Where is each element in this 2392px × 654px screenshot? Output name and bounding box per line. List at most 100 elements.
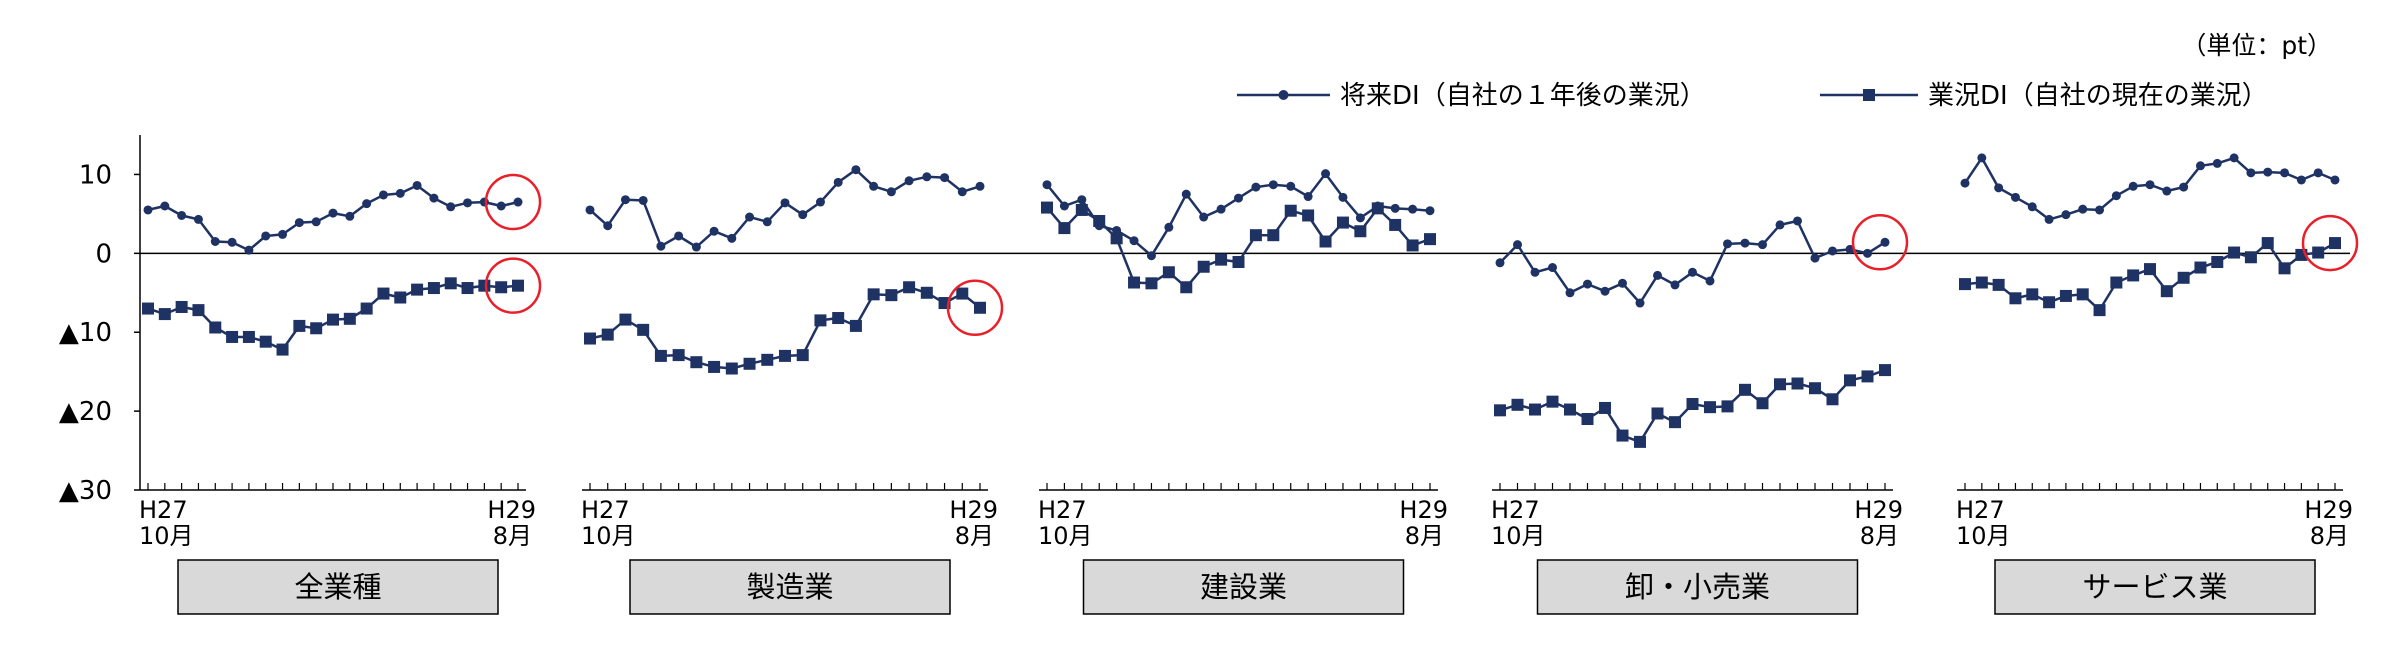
- data-point: [745, 212, 755, 222]
- data-point: [2026, 288, 2039, 301]
- data-point: [1162, 266, 1175, 279]
- data-point: [2229, 153, 2239, 163]
- data-point: [158, 308, 171, 321]
- data-point: [2043, 296, 2056, 309]
- data-point: [427, 282, 440, 295]
- data-point: [461, 282, 474, 295]
- data-point: [1670, 280, 1680, 290]
- data-point: [2009, 292, 2022, 305]
- x-start-label-month: 10月: [1038, 522, 1093, 550]
- data-point: [1371, 202, 1384, 215]
- data-point: [849, 319, 862, 332]
- data-point: [637, 323, 650, 336]
- data-point: [1721, 400, 1734, 413]
- data-point: [412, 180, 422, 190]
- data-point: [2128, 181, 2138, 191]
- data-point: [1740, 238, 1750, 248]
- data-point: [1704, 401, 1716, 414]
- data-point: [378, 190, 388, 200]
- series-line: [1499, 219, 1886, 305]
- data-point: [603, 221, 613, 231]
- data-point: [2228, 246, 2241, 259]
- data-point: [2263, 167, 2273, 177]
- data-point: [463, 198, 473, 208]
- x-start-label-year: H27: [1491, 496, 1540, 524]
- x-end-label-month: 8月: [493, 522, 532, 550]
- y-tick-label: 0: [95, 239, 112, 269]
- data-point: [1756, 397, 1769, 410]
- future-di-series: [1495, 216, 1890, 308]
- category-label: 全業種: [294, 570, 381, 604]
- data-point: [2246, 168, 2256, 178]
- data-point: [1338, 192, 1348, 202]
- data-point: [903, 281, 916, 294]
- data-point: [1861, 370, 1874, 383]
- data-point: [1059, 201, 1069, 211]
- data-point: [1994, 183, 2004, 193]
- data-point: [1058, 222, 1071, 235]
- data-point: [1336, 216, 1349, 229]
- data-point: [619, 313, 632, 326]
- data-point: [1180, 281, 1193, 294]
- data-point: [1975, 276, 1988, 289]
- data-point: [1284, 204, 1297, 217]
- data-point: [1653, 270, 1662, 280]
- category-box: [629, 559, 951, 615]
- data-point: [193, 214, 203, 224]
- data-point: [1546, 395, 1559, 408]
- data-point: [1826, 393, 1839, 406]
- data-point: [1302, 209, 1315, 222]
- current-di-series: [1494, 364, 1891, 448]
- y-tick-label: ▲10: [59, 318, 112, 348]
- y-tick-label: ▲30: [59, 476, 112, 506]
- y-axis: 10 0 ▲10 ▲20 ▲30: [59, 135, 2350, 506]
- data-point: [1810, 253, 1820, 263]
- future-di-series: [585, 165, 985, 252]
- data-point: [1828, 246, 1837, 256]
- data-point: [2061, 210, 2071, 220]
- data-point: [2010, 192, 2020, 202]
- data-point: [814, 314, 827, 327]
- data-point: [1618, 278, 1627, 288]
- data-point: [1319, 235, 1332, 248]
- data-point: [1793, 216, 1802, 226]
- category-box: [177, 559, 499, 615]
- data-point: [974, 301, 986, 314]
- data-point: [177, 210, 187, 220]
- x-end-label: H29 8月: [949, 496, 998, 550]
- data-point: [833, 177, 843, 187]
- data-point: [1959, 278, 1971, 291]
- current-di-series: [584, 281, 986, 375]
- data-point: [2261, 237, 2274, 250]
- data-point: [242, 330, 255, 343]
- data-point: [2145, 180, 2155, 190]
- data-point: [1268, 180, 1278, 190]
- data-point: [2162, 186, 2172, 196]
- data-point: [2195, 161, 2205, 171]
- category-box: [1536, 559, 1859, 615]
- data-point: [601, 328, 614, 341]
- data-point: [327, 313, 339, 326]
- data-point: [2144, 263, 2156, 276]
- data-point: [394, 291, 407, 304]
- x-end-label-year: H29: [1399, 496, 1448, 524]
- data-point: [2329, 237, 2341, 250]
- legend-marker-square: [1863, 89, 1875, 101]
- data-point: [2296, 175, 2306, 185]
- data-point: [227, 237, 237, 247]
- data-point: [656, 241, 666, 251]
- data-point: [869, 181, 879, 191]
- data-point: [1992, 278, 2005, 291]
- x-start-label-year: H27: [581, 496, 630, 524]
- data-point: [674, 231, 684, 241]
- data-point: [1651, 407, 1664, 420]
- data-point: [1844, 374, 1856, 387]
- data-point: [1390, 203, 1400, 213]
- data-point: [851, 165, 861, 175]
- data-point: [709, 226, 719, 236]
- data-point: [904, 176, 914, 186]
- data-point: [761, 353, 774, 366]
- highlight-circle: [1851, 214, 1909, 271]
- data-point: [2127, 269, 2140, 282]
